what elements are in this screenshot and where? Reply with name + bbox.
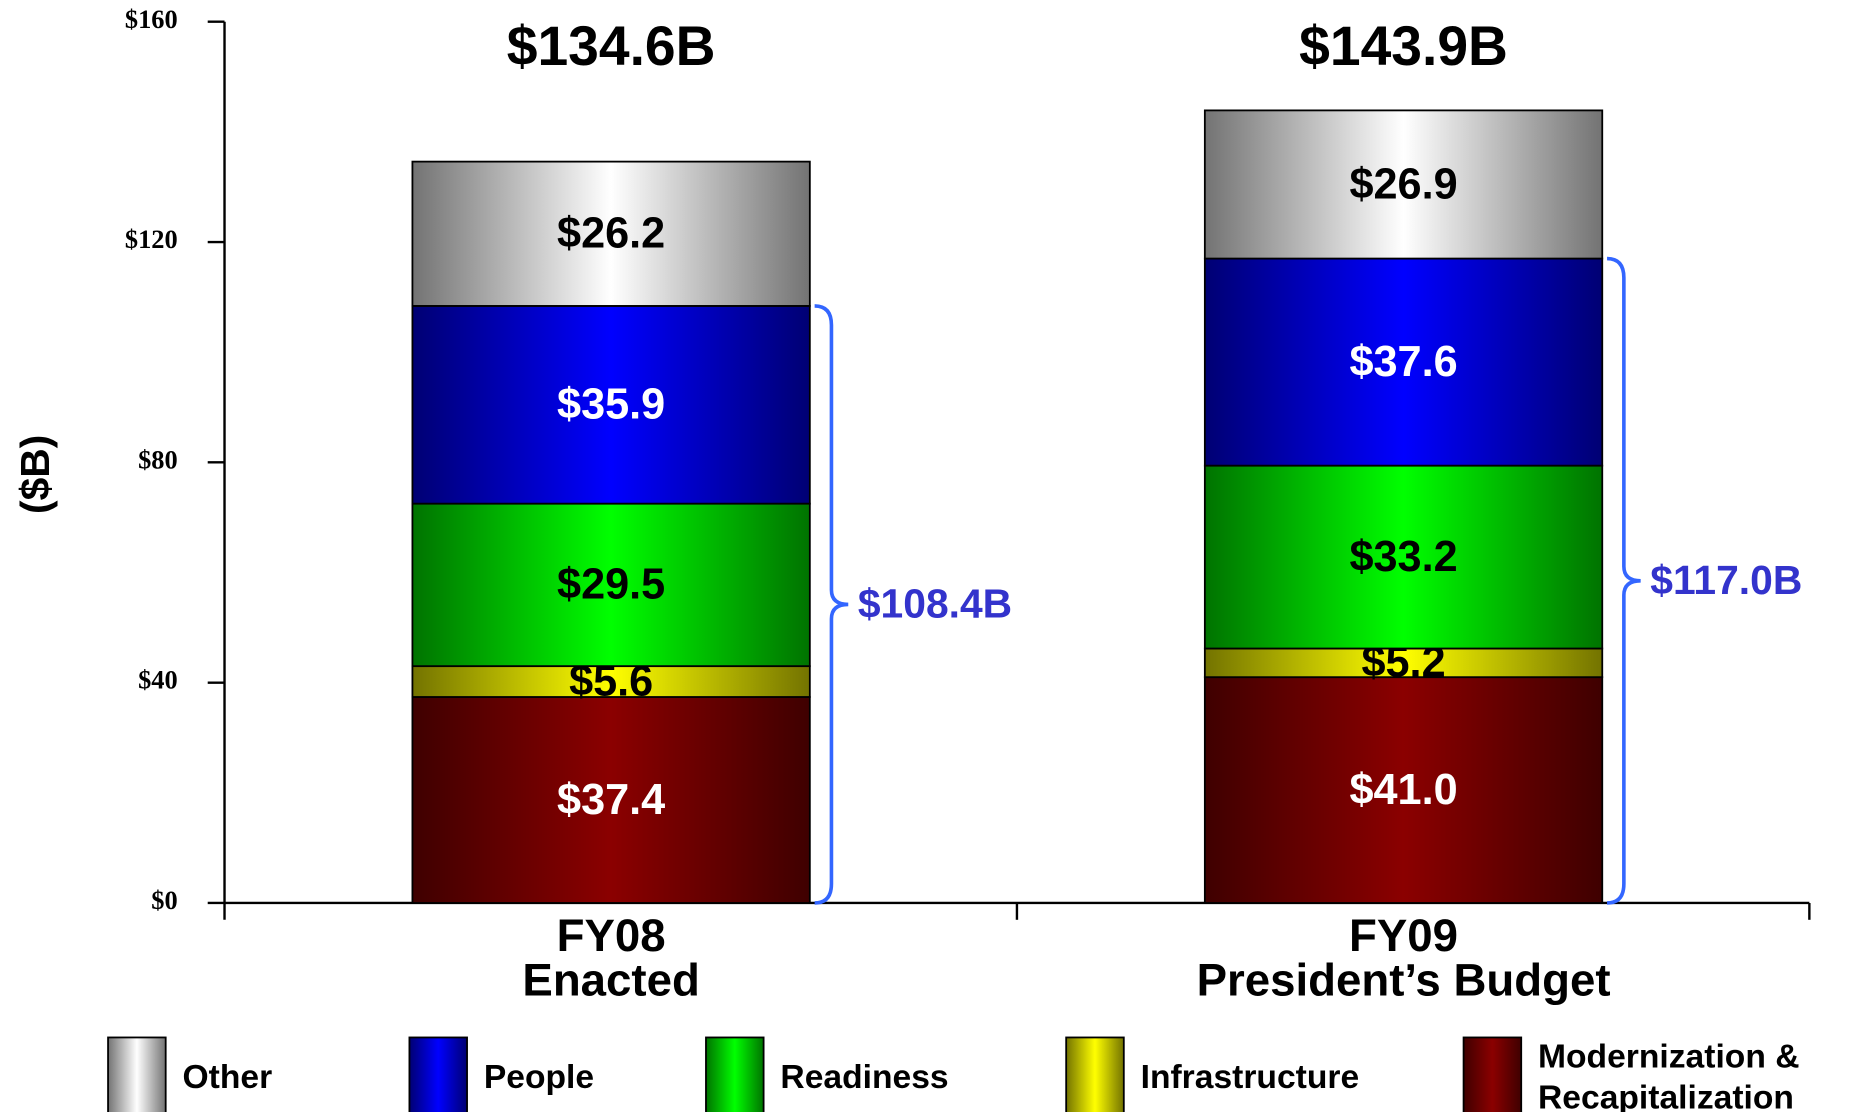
bar-segment <box>411 696 811 904</box>
y-tick-label: $160 <box>125 4 178 34</box>
legend-swatch <box>107 1036 167 1112</box>
data-label: $35.9 <box>557 381 665 429</box>
y-tick-label: $40 <box>138 665 178 695</box>
legend-label: Other <box>182 1057 273 1096</box>
legend-entry: People <box>483 1057 595 1096</box>
x-tick-label: President’s Budget <box>1197 954 1611 1005</box>
x-tick-label: FY08 <box>557 910 666 961</box>
bar-segment <box>411 160 811 307</box>
legend-swatch <box>408 1036 468 1112</box>
y-axis-label: ($B) <box>12 435 58 514</box>
legend-entry: Other <box>182 1057 273 1096</box>
total-label: $143.9B <box>1299 15 1508 77</box>
data-label: $26.2 <box>557 210 665 258</box>
total-label: $134.6B <box>507 15 716 77</box>
bracket-label: $108.4B <box>858 581 1012 627</box>
legend-entry: Infrastructure <box>1140 1057 1360 1096</box>
bracket <box>1606 256 1641 905</box>
bracket-label: $117.0B <box>1650 557 1802 603</box>
x-tick-label: Enacted <box>522 954 699 1005</box>
bar-segment <box>1203 676 1604 904</box>
x-tick-label: FY09 <box>1349 910 1458 961</box>
legend-entry: Readiness <box>780 1057 949 1096</box>
y-tick-label: $120 <box>125 224 178 254</box>
data-label: $37.4 <box>557 776 665 824</box>
data-label: $41.0 <box>1349 766 1457 814</box>
y-tick-label: $80 <box>138 444 178 474</box>
legend-label: People <box>483 1057 595 1096</box>
legend-label: Modernization & Recapitalization <box>1538 1037 1800 1112</box>
legend-swatch <box>1065 1036 1125 1112</box>
data-label: $33.2 <box>1349 533 1457 581</box>
data-label: $37.6 <box>1349 338 1457 386</box>
data-label: $29.5 <box>557 561 665 609</box>
legend-swatch <box>1462 1036 1523 1112</box>
bar-segment <box>411 665 811 698</box>
bar-segment <box>1203 647 1604 679</box>
legend-swatch <box>705 1036 765 1112</box>
data-label: $26.9 <box>1349 160 1457 208</box>
bracket <box>814 304 849 905</box>
bar-segment <box>1203 109 1604 260</box>
legend-label: Readiness <box>780 1057 949 1096</box>
bar-segment <box>1203 464 1604 650</box>
legend-label: Infrastructure <box>1140 1057 1360 1096</box>
y-tick-label: $0 <box>151 885 177 915</box>
bar-segment <box>1203 257 1604 467</box>
legend-entry: Modernization & Recapitalization <box>1538 1037 1800 1112</box>
